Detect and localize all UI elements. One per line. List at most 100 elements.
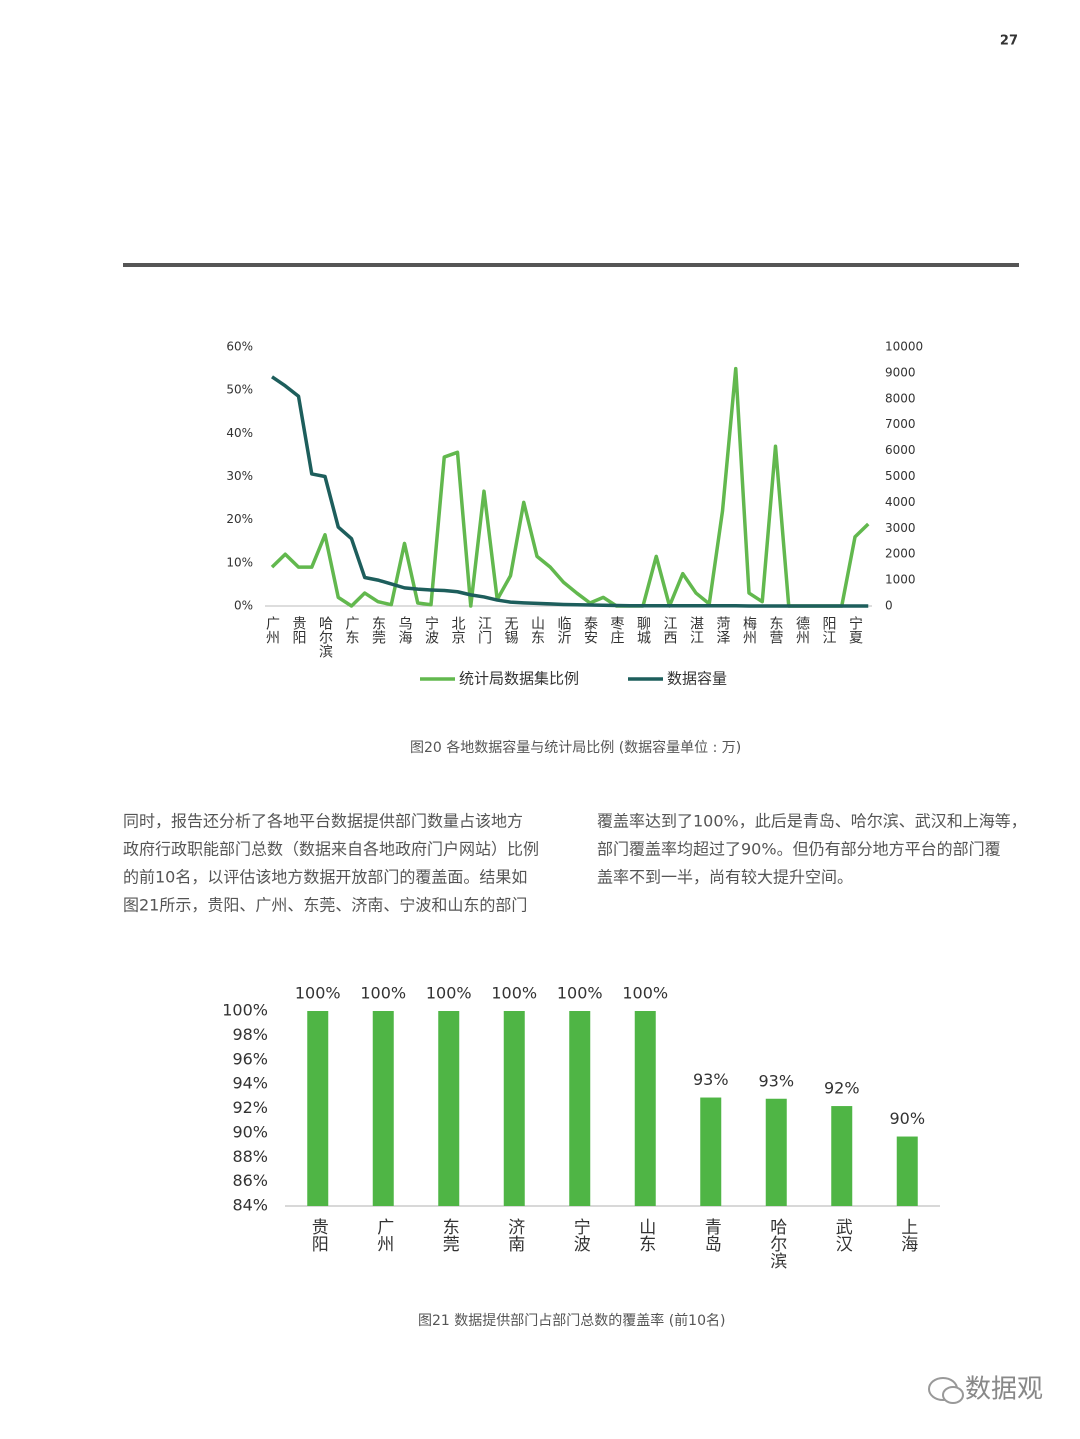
x-tick-label: 哈尔滨 <box>766 1218 787 1269</box>
y-tick-label: 90% <box>232 1122 268 1141</box>
y-tick-label: 40% <box>226 426 253 440</box>
bar <box>634 1011 656 1206</box>
x-tick-label: 武汉 <box>832 1218 853 1252</box>
bar <box>569 1011 591 1206</box>
value-label: 100% <box>557 984 603 1003</box>
y-tick-label: 100% <box>222 1001 268 1020</box>
footer-text: 数据观 <box>965 1375 1043 1405</box>
x-tick-label: 广东 <box>344 616 360 644</box>
legend-label: 数据容量 <box>667 670 727 688</box>
x-tick-label: 山东 <box>529 616 545 644</box>
page-number: 27 <box>1000 34 1018 49</box>
value-label: 100% <box>622 984 668 1003</box>
y-tick-label: 0% <box>234 599 253 613</box>
y-tick-label: 92% <box>232 1098 268 1117</box>
x-tick-label: 德州 <box>794 616 810 644</box>
value-label: 92% <box>824 1079 860 1098</box>
x-tick-label: 东莞 <box>439 1218 460 1252</box>
x-tick-label: 江门 <box>476 616 492 645</box>
value-label: 100% <box>295 984 341 1003</box>
y-tick-label: 88% <box>232 1147 268 1166</box>
value-label: 93% <box>693 1070 729 1089</box>
bar <box>896 1136 918 1206</box>
x-tick-label: 梅州 <box>741 616 757 644</box>
x-tick-label: 济南 <box>504 1218 525 1252</box>
body-line: 同时，报告还分析了各地平台数据提供部门数量占该地方 <box>123 812 523 831</box>
y-tick-label: 86% <box>232 1171 268 1190</box>
caption: 图20 各地数据容量与统计局比例 (数据容量单位 : 万) <box>410 739 741 756</box>
y2-tick-label: 4000 <box>885 495 916 509</box>
logo-icon <box>942 1386 964 1404</box>
x-tick-label: 无锡 <box>503 616 519 644</box>
y-tick-label: 50% <box>226 383 253 397</box>
x-tick-label: 贵阳 <box>308 1218 329 1252</box>
bar <box>765 1098 787 1206</box>
y2-tick-label: 8000 <box>885 391 916 405</box>
series-line <box>271 375 869 608</box>
y-tick-label: 20% <box>226 512 253 526</box>
y2-tick-label: 3000 <box>885 521 916 535</box>
value-label: 93% <box>758 1071 794 1090</box>
x-tick-label: 东营 <box>768 616 784 644</box>
rule <box>123 263 1019 267</box>
y-tick-label: 60% <box>226 340 253 354</box>
caption: 图21 数据提供部门占部门总数的覆盖率 (前10名) <box>418 1312 725 1329</box>
bar <box>307 1011 329 1206</box>
x-tick-label: 枣庄 <box>609 616 625 644</box>
body-line: 政府行政职能部门总数（数据来自各地政府门户网站）比例 <box>123 840 539 859</box>
y2-tick-label: 9000 <box>885 365 916 379</box>
value-label: 100% <box>360 984 406 1003</box>
body-line: 的前10名，以评估该地方数据开放部门的覆盖面。结果如 <box>123 868 527 887</box>
x-tick-label: 菏泽 <box>715 616 731 644</box>
y2-tick-label: 1000 <box>885 573 916 587</box>
x-tick-label: 北京 <box>450 616 466 644</box>
y-tick-label: 94% <box>232 1074 268 1093</box>
x-tick-label: 贵阳 <box>291 616 307 644</box>
legend-label: 统计局数据集比例 <box>459 670 579 688</box>
x-tick-label: 聊城 <box>635 616 651 645</box>
footer-logo: 数据观 <box>928 1375 1043 1405</box>
x-tick-label: 青岛 <box>701 1218 721 1253</box>
x-tick-label: 上海 <box>897 1218 918 1253</box>
y-tick-label: 10% <box>226 555 253 569</box>
y-tick-label: 96% <box>232 1049 268 1068</box>
x-tick-label: 广州 <box>373 1218 394 1252</box>
y-tick-label: 30% <box>226 469 253 483</box>
y2-tick-label: 2000 <box>885 547 916 561</box>
value-label: 100% <box>426 984 472 1003</box>
value-label: 90% <box>889 1109 925 1128</box>
bar <box>503 1011 525 1206</box>
x-tick-label: 江西 <box>662 616 678 644</box>
y-tick-label: 84% <box>232 1196 268 1215</box>
x-tick-label: 阳江 <box>821 616 837 644</box>
x-tick-label: 临沂 <box>556 616 572 644</box>
series-line <box>270 366 870 608</box>
x-tick-label: 乌海 <box>397 616 413 644</box>
bar <box>700 1097 722 1206</box>
y2-tick-label: 10000 <box>885 340 923 354</box>
bar <box>438 1011 460 1206</box>
x-tick-label: 泰安 <box>582 616 598 644</box>
x-tick-label: 哈尔滨 <box>317 616 333 658</box>
y2-tick-label: 0 <box>885 599 893 613</box>
x-tick-label: 山东 <box>635 1218 655 1252</box>
x-tick-label: 宁波 <box>423 615 439 644</box>
x-tick-label: 宁夏 <box>847 615 863 644</box>
x-tick-label: 宁波 <box>570 1218 591 1252</box>
y-tick-label: 98% <box>232 1025 268 1044</box>
body-line: 部门覆盖率均超过了90%。但仍有部分地方平台的部门覆 <box>597 840 1001 859</box>
x-tick-label: 广州 <box>264 616 280 644</box>
y2-tick-label: 7000 <box>885 417 916 431</box>
body-line: 图21所示，贵阳、广州、东莞、济南、宁波和山东的部门 <box>123 896 527 915</box>
body-line: 盖率不到一半，尚有较大提升空间。 <box>597 868 853 887</box>
body-line: 覆盖率达到了100%，此后是青岛、哈尔滨、武汉和上海等， <box>597 812 1027 831</box>
bar <box>372 1011 394 1206</box>
y2-tick-label: 6000 <box>885 443 916 457</box>
x-tick-label: 东莞 <box>370 616 386 645</box>
value-label: 100% <box>491 984 537 1003</box>
y2-tick-label: 5000 <box>885 469 916 483</box>
bar <box>831 1106 853 1206</box>
x-tick-label: 湛江 <box>688 616 704 644</box>
